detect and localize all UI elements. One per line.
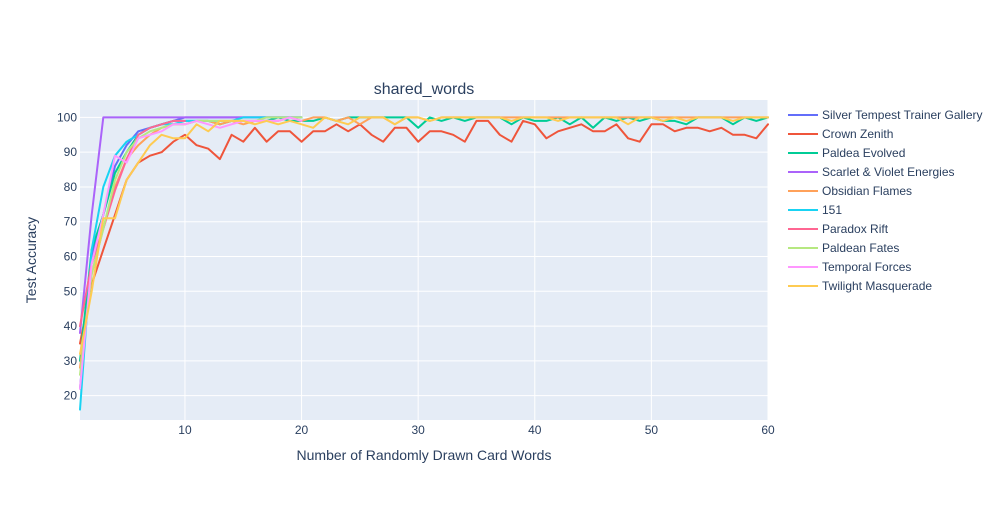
plot-area [80,100,768,420]
legend-item-label: Obsidian Flames [822,184,912,198]
y-tick-label: 90 [64,145,78,159]
y-tick-label: 20 [64,389,78,403]
legend: Silver Tempest Trainer Gallery Crown Zeni… [788,108,983,293]
series-layer [79,116,769,411]
legend-item-label: Paldean Fates [822,241,899,255]
y-tick-label: 60 [64,250,78,264]
y-tick-label: 80 [64,180,78,194]
grid-layer [80,100,769,420]
x-tick-label: 20 [295,423,309,437]
legend-item-label: Scarlet & Violet Energies [822,165,955,179]
y-tick-label: 40 [64,319,78,333]
x-tick-label: 40 [528,423,542,437]
y-tick-label: 30 [64,354,78,368]
series-line-6 [79,119,186,328]
legend-item-label: Twilight Masquerade [822,279,932,293]
series-line-9 [79,116,769,355]
axis-layer: 10 20 30 40 50 60 20 30 40 50 60 70 80 90 100 [57,110,775,437]
y-tick-label: 100 [57,110,77,124]
x-axis-title: Number of Randomly Drawn Card Words [297,447,552,463]
chart-title: shared_words [374,81,475,98]
legend-item-label: Paldea Evolved [822,146,905,160]
y-axis-title: Test Accuracy [23,217,39,303]
legend-item-label: 151 [822,203,842,217]
y-tick-label: 70 [64,215,78,229]
series-line-1 [79,119,769,345]
x-tick-label: 30 [411,423,425,437]
y-tick-label: 50 [64,284,78,298]
x-tick-label: 60 [761,423,775,437]
legend-item-label: Silver Tempest Trainer Gallery [822,108,983,122]
x-tick-label: 10 [178,423,192,437]
legend-item-label: Crown Zenith [822,127,893,141]
legend-item-label: Paradox Rift [822,222,889,236]
x-tick-label: 50 [645,423,659,437]
legend-item-label: Temporal Forces [822,260,911,274]
